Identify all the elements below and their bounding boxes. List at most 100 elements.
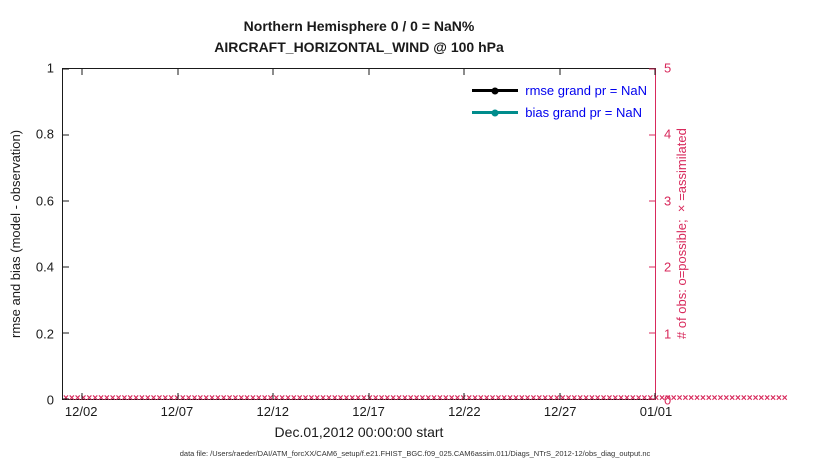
assimilated-x-marker: × — [694, 393, 700, 404]
assimilated-x-marker: × — [472, 393, 478, 404]
assimilated-x-marker: × — [764, 393, 771, 404]
rmse-marker-dot-icon — [491, 87, 499, 94]
x-top-tickmark — [368, 69, 370, 75]
assimilated-x-marker: × — [618, 393, 624, 404]
assimilated-x-marker: × — [314, 393, 321, 404]
assimilated-x-marker: × — [238, 393, 245, 404]
assimilated-x-marker: × — [466, 393, 473, 404]
assimilated-x-marker: × — [366, 393, 373, 404]
x-tick-label: 12/12 — [256, 404, 290, 419]
y-right-tick-label: 5 — [664, 60, 672, 76]
assimilated-x-marker: × — [548, 393, 554, 404]
assimilated-x-marker: × — [518, 393, 525, 404]
assimilated-x-marker: × — [699, 393, 706, 404]
assimilated-x-marker: × — [150, 393, 157, 404]
assimilated-x-marker: × — [659, 393, 665, 404]
assimilated-x-marker: × — [285, 393, 291, 404]
assimilated-x-marker: × — [612, 393, 619, 404]
assimilated-x-marker: × — [290, 393, 297, 404]
legend-row-bias: bias grand pr = NaN — [472, 104, 647, 121]
y-right-tickmark — [649, 332, 655, 334]
assimilated-x-marker: × — [495, 393, 502, 404]
y-right-tickmark — [649, 266, 655, 268]
assimilated-x-marker: × — [361, 393, 367, 404]
y-left-tickmark — [63, 134, 69, 136]
rmse-line-sample — [472, 87, 519, 94]
assimilated-x-marker: × — [343, 393, 350, 404]
bias-line-sample — [472, 109, 519, 116]
assimilated-x-marker: × — [442, 393, 449, 404]
assimilated-x-marker: × — [355, 393, 362, 404]
assimilated-x-marker: × — [775, 393, 782, 404]
assimilated-x-marker: × — [74, 393, 81, 404]
x-top-tickmark — [272, 69, 274, 75]
assimilated-x-marker: × — [273, 393, 280, 404]
assimilated-x-marker: × — [203, 393, 210, 404]
y-right-tick-labels: 0 1 2 3 4 5 — [661, 61, 701, 408]
assimilated-x-marker: × — [553, 393, 560, 404]
assimilated-x-marker: × — [191, 393, 198, 404]
assimilated-x-marker: × — [80, 393, 87, 404]
assimilated-x-marker: × — [396, 393, 402, 404]
assimilated-x-marker: × — [133, 393, 139, 404]
assimilated-x-marker: × — [705, 393, 712, 404]
y-right-tickmark — [649, 68, 655, 70]
obs-marker-row: × × × × × × × × × × × × × × × × × × × × × × × × × × × × × × × × × × × × × × × ×… — [63, 393, 788, 404]
assimilated-x-marker: × — [226, 393, 233, 404]
x-top-tickmark — [654, 69, 656, 75]
assimilated-x-marker: × — [349, 393, 356, 404]
assimilated-x-marker: × — [501, 393, 508, 404]
x-bottom-tickmark — [559, 393, 560, 399]
assimilated-x-marker: × — [542, 393, 549, 404]
assimilated-x-marker: × — [664, 393, 671, 404]
y-right-axis-label: # of obs: o=possible; ×=assimilated — [674, 128, 689, 340]
x-tick-label: 12/07 — [160, 404, 194, 419]
x-top-tickmark — [81, 69, 83, 75]
assimilated-x-marker: × — [752, 393, 759, 404]
y-left-axis-label: rmse and bias (model - observation) — [8, 129, 23, 339]
assimilated-x-marker: × — [746, 393, 753, 404]
y-right-tick-label: 1 — [664, 326, 672, 342]
assimilated-x-marker: × — [425, 393, 432, 404]
assimilated-x-marker: × — [331, 393, 338, 404]
assimilated-x-marker: × — [250, 393, 256, 404]
x-top-tickmark — [463, 69, 465, 75]
x-bottom-tickmark — [272, 393, 274, 399]
assimilated-x-marker: × — [378, 393, 385, 404]
x-bottom-tickmark — [368, 393, 370, 399]
assimilated-x-marker: × — [758, 393, 765, 404]
assimilated-x-marker: × — [302, 393, 309, 404]
assimilated-x-marker: × — [384, 393, 391, 404]
assimilated-x-marker: × — [483, 393, 490, 404]
x-top-tickmark — [559, 69, 560, 75]
assimilated-x-marker: × — [629, 393, 636, 404]
assimilated-x-marker: × — [577, 393, 584, 404]
assimilated-x-marker: × — [407, 393, 414, 404]
assimilated-x-marker: × — [390, 393, 397, 404]
assimilated-x-marker: × — [279, 393, 286, 404]
assimilated-x-marker: × — [162, 393, 169, 404]
assimilated-x-marker: × — [448, 393, 455, 404]
chart-title-line2: AIRCRAFT_HORIZONTAL_WIND @ 100 hPa — [214, 39, 504, 55]
assimilated-x-marker: × — [781, 393, 788, 404]
assimilated-x-marker: × — [179, 393, 186, 404]
y-right-tick-label: 3 — [664, 193, 672, 209]
assimilated-x-marker: × — [98, 393, 104, 404]
x-tick-label: 12/02 — [64, 404, 98, 419]
assimilated-x-marker: × — [711, 393, 718, 404]
assimilated-x-marker: × — [296, 393, 303, 404]
x-bottom-tickmark — [81, 393, 83, 399]
assimilated-x-marker: × — [255, 393, 262, 404]
y-left-tick-labels: 0 0.2 0.4 0.6 0.8 1 — [0, 61, 54, 408]
data-file-caption: data file: /Users/raeder/DAI/ATM_forcXX/… — [179, 449, 651, 458]
assimilated-x-marker: × — [594, 393, 601, 404]
legend: rmse grand pr = NaN bias grand pr = NaN — [472, 82, 647, 121]
x-bottom-tickmark — [654, 393, 656, 399]
assimilated-x-marker: × — [419, 393, 426, 404]
assimilated-x-marker: × — [559, 393, 566, 404]
assimilated-x-marker: × — [431, 393, 437, 404]
assimilated-x-marker: × — [729, 393, 736, 404]
assimilated-x-marker: × — [109, 393, 116, 404]
assimilated-x-marker: × — [308, 393, 315, 404]
x-tick-labels: 12/02 12/07 12/12 12/17 12/22 12/27 01/01 — [62, 404, 672, 422]
